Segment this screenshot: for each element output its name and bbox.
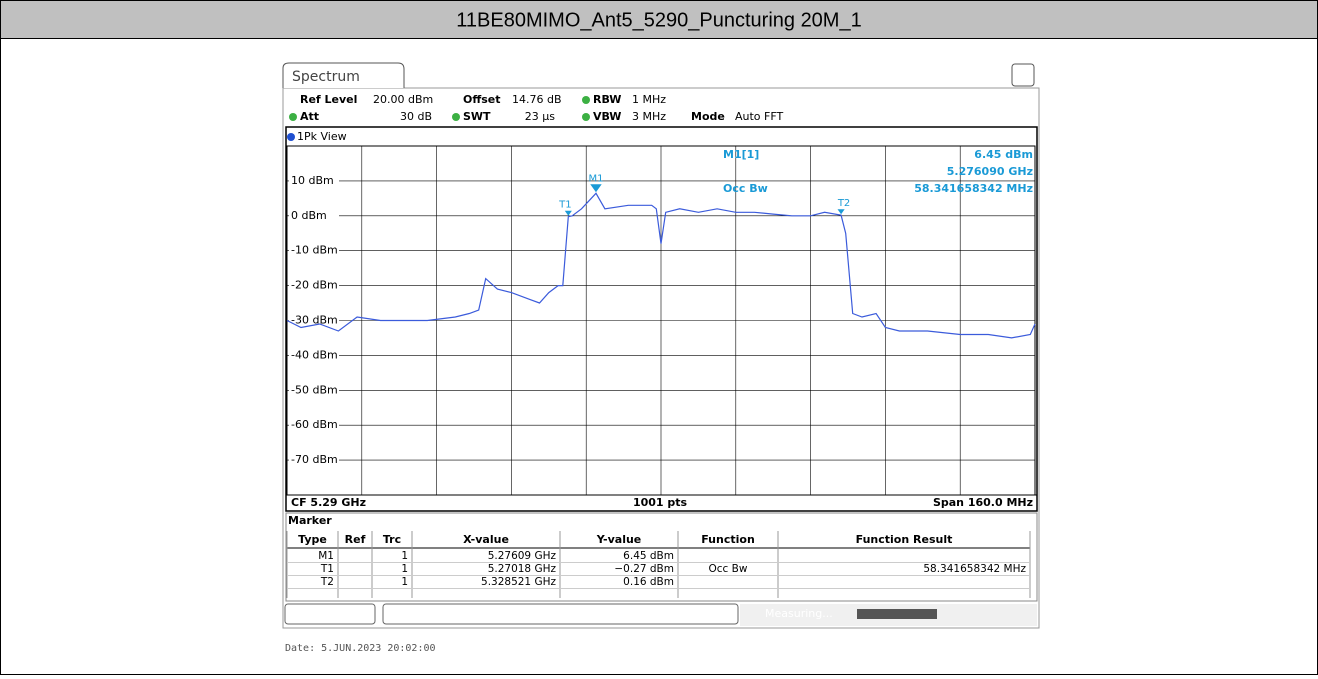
y-tick-label: -40 dBm: [291, 348, 338, 361]
y-tick-label: -50 dBm: [291, 383, 338, 396]
marker-label: T2: [837, 198, 850, 209]
title-bar: [0, 0, 1318, 39]
label-bg: [289, 173, 339, 188]
view-label: 1Pk View: [297, 130, 347, 143]
points: 1001 pts: [633, 496, 688, 509]
marker-label: T1: [558, 200, 571, 211]
status-dot: [582, 96, 590, 104]
icon[interactable]: [1011, 63, 1035, 87]
trace: [286, 192, 1036, 339]
span: Span 160.0 MHz: [933, 496, 1033, 509]
setting-value: 1 MHz: [632, 93, 666, 106]
label-bg: [289, 418, 339, 433]
setting-value: 23 µs: [525, 110, 555, 123]
y-tick-label: 10 dBm: [291, 174, 334, 187]
label-bg: [289, 453, 339, 468]
setting-label: VBW: [593, 110, 621, 123]
status-dot: [289, 113, 297, 121]
setting-label: SWT: [463, 110, 491, 123]
tab-label: Spectrum: [292, 69, 360, 85]
label-bg: [289, 278, 339, 293]
setting-label: Offset: [463, 93, 501, 106]
table-header: Ref: [345, 533, 366, 546]
label-bg: [289, 243, 339, 258]
marker-info: 6.45 dBm: [974, 148, 1033, 161]
marker: [590, 184, 602, 193]
table-header: X-value: [463, 533, 509, 546]
status-dot: [582, 113, 590, 121]
progress: [857, 609, 937, 619]
table-header: Function Result: [856, 533, 953, 546]
table-header: Trc: [383, 533, 401, 546]
label-bg: [289, 348, 339, 363]
marker-info: Occ Bw: [723, 182, 768, 195]
setting-value: Auto FFT: [735, 110, 783, 123]
table-cell: 1: [401, 576, 408, 588]
y-tick-label: -70 dBm: [291, 453, 338, 466]
status-field: [284, 603, 376, 625]
setting-value: 14.76 dB: [512, 93, 562, 106]
marker-info: 5.276090 GHz: [947, 165, 1033, 178]
setting-label: RBW: [593, 93, 621, 106]
status-dot: [452, 113, 460, 121]
marker-label: M1: [588, 173, 603, 184]
table-cell: M1: [318, 550, 334, 562]
table-cell: 1: [401, 550, 408, 562]
date: Date: 5.JUN.2023 20:02:00: [285, 643, 436, 654]
table-header: Y-value: [596, 533, 642, 546]
setting-value: 30 dB: [400, 110, 432, 123]
y-tick-label: -30 dBm: [291, 314, 338, 327]
setting-label: Ref Level: [300, 93, 357, 106]
setting-value: 3 MHz: [632, 110, 666, 123]
label-bg: [289, 383, 339, 398]
table-cell: 0.16 dBm: [623, 576, 674, 588]
label-bg: [289, 313, 339, 328]
table-cell: 58.341658342 MHz: [923, 563, 1026, 575]
title: 11BE80MIMO_Ant5_5290_Puncturing 20M_1: [456, 9, 861, 31]
table-cell: 5.27609 GHz: [488, 550, 557, 562]
table-cell: 1: [401, 563, 408, 575]
setting-label: Mode: [691, 110, 725, 123]
y-tick-label: -10 dBm: [291, 244, 338, 257]
trace-dot: [287, 133, 295, 141]
tab: [282, 62, 405, 88]
table-cell: 5.27018 GHz: [488, 563, 557, 575]
label-bg: [289, 208, 339, 223]
y-tick-label: -20 dBm: [291, 279, 338, 292]
y-tick-label: 0 dBm: [291, 209, 327, 222]
setting-value: 20.00 dBm: [373, 93, 433, 106]
y-tick-label: -60 dBm: [291, 418, 338, 431]
marker-panel: [285, 512, 1038, 602]
setting-label: Att: [300, 110, 319, 123]
table-cell: 6.45 dBm: [623, 550, 674, 562]
table-cell: 5.328521 GHz: [481, 576, 556, 588]
center-freq: CF 5.29 GHz: [291, 496, 366, 509]
marker-info: 58.341658342 MHz: [914, 182, 1033, 195]
table-header: Type: [298, 533, 327, 546]
marker: [837, 209, 845, 215]
status: Measuring...: [765, 607, 833, 620]
marker-info: M1[1]: [723, 148, 759, 161]
marker-title: Marker: [288, 514, 332, 527]
marker: [564, 210, 572, 216]
table-cell: T1: [320, 563, 334, 575]
table-cell: −0.27 dBm: [614, 563, 674, 575]
table-header: Function: [701, 533, 755, 546]
table-cell: T2: [320, 576, 334, 588]
table-cell: Occ Bw: [709, 563, 748, 575]
status-field: [382, 603, 739, 625]
